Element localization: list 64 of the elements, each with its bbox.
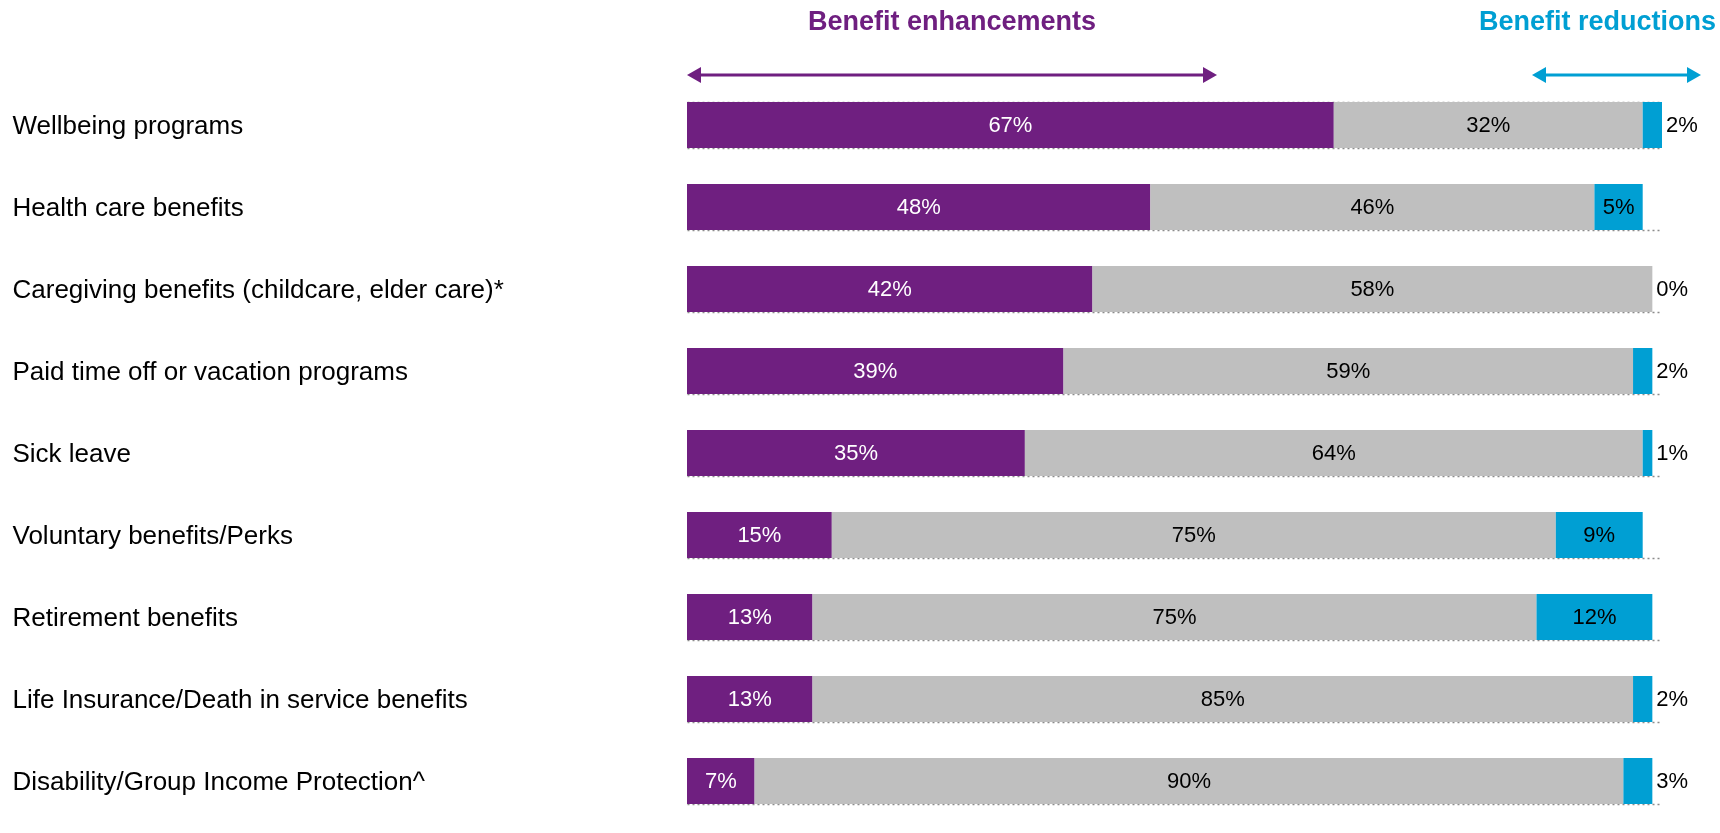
data-label: 85% [1200, 686, 1245, 711]
bar [1642, 430, 1653, 476]
data-label: 0% [1656, 276, 1689, 301]
y-tick-label: Life Insurance/Death in service benefits [12, 683, 468, 714]
bar [687, 102, 1334, 148]
bar [812, 594, 1537, 640]
bar [1594, 184, 1643, 230]
data-label: 39% [853, 358, 898, 383]
bar [687, 266, 1093, 312]
y-tick-label: Retirement benefits [12, 601, 238, 632]
data-label: 13% [727, 604, 772, 629]
bar [1333, 102, 1643, 148]
bar [831, 512, 1556, 558]
y-tick-label: Disability/Group Income Protection^ [12, 765, 426, 796]
y-tick-label: Paid time off or vacation programs [12, 355, 408, 386]
data-label: 90% [1166, 768, 1211, 793]
text: Benefit enhancements [807, 6, 1097, 37]
data-label: 7% [704, 768, 737, 793]
data-label: 2% [1656, 358, 1689, 383]
data-label: 59% [1326, 358, 1371, 383]
data-label: 15% [737, 522, 782, 547]
bar [812, 676, 1634, 722]
y-tick-label: Sick leave [12, 437, 131, 468]
data-label: 32% [1466, 112, 1511, 137]
bar [1024, 430, 1643, 476]
bar [687, 758, 755, 804]
data-label: 9% [1583, 522, 1616, 547]
bar [687, 348, 1064, 394]
data-label: 48% [896, 194, 941, 219]
bar [687, 430, 1025, 476]
bar [1623, 758, 1653, 804]
data-label: 12% [1572, 604, 1617, 629]
bar [687, 676, 813, 722]
data-label: 5% [1602, 194, 1635, 219]
bar [1555, 512, 1643, 558]
data-label: 2% [1656, 686, 1689, 711]
y-tick-label: Wellbeing programs [12, 109, 244, 140]
data-label: 67% [988, 112, 1033, 137]
data-label: 35% [833, 440, 878, 465]
bar [1150, 184, 1595, 230]
y-tick-label: Caregiving benefits (childcare, elder care)* [12, 273, 504, 304]
bar [687, 512, 832, 558]
data-label: 46% [1350, 194, 1395, 219]
data-label: 3% [1656, 768, 1689, 793]
data-label: 13% [727, 686, 772, 711]
data-label: 1% [1656, 440, 1689, 465]
bar [754, 758, 1624, 804]
data-label: 75% [1171, 522, 1216, 547]
bar [1633, 348, 1653, 394]
bar [1642, 102, 1662, 148]
text: Benefit reductions [1478, 6, 1716, 37]
data-label: 75% [1152, 604, 1197, 629]
bar [1536, 594, 1653, 640]
y-tick-label: Voluntary benefits/Perks [12, 519, 293, 550]
y-tick-label: Health care benefits [12, 191, 244, 222]
bar [687, 594, 813, 640]
bar [1633, 676, 1653, 722]
bar [687, 184, 1151, 230]
data-label: 42% [867, 276, 912, 301]
bar [1063, 348, 1634, 394]
data-label: 58% [1350, 276, 1395, 301]
data-label: 64% [1311, 440, 1356, 465]
bar [1092, 266, 1653, 312]
data-label: 2% [1666, 112, 1698, 137]
